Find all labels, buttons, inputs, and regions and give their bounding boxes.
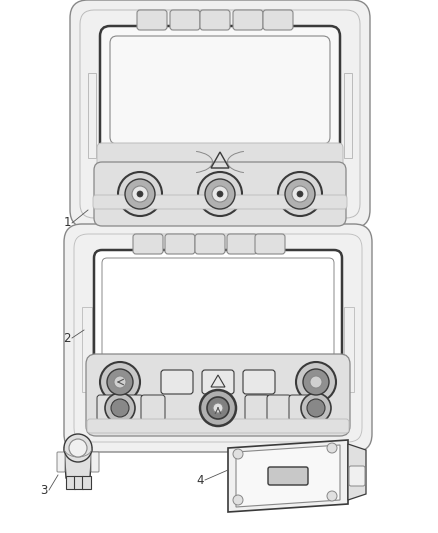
Circle shape (233, 495, 243, 505)
FancyBboxPatch shape (263, 10, 293, 30)
Circle shape (111, 399, 129, 417)
Circle shape (285, 179, 315, 209)
Circle shape (310, 376, 322, 388)
FancyBboxPatch shape (195, 234, 225, 254)
FancyBboxPatch shape (170, 10, 200, 30)
Circle shape (69, 439, 87, 457)
FancyBboxPatch shape (349, 466, 365, 486)
Circle shape (125, 179, 155, 209)
FancyBboxPatch shape (97, 143, 343, 181)
Circle shape (200, 390, 236, 426)
FancyBboxPatch shape (86, 354, 350, 436)
Polygon shape (88, 73, 96, 158)
FancyBboxPatch shape (200, 10, 230, 30)
Circle shape (118, 172, 162, 216)
Polygon shape (82, 307, 92, 392)
FancyBboxPatch shape (91, 452, 99, 472)
Circle shape (296, 362, 336, 402)
Polygon shape (344, 307, 354, 392)
Circle shape (297, 191, 303, 197)
FancyBboxPatch shape (137, 10, 167, 30)
FancyBboxPatch shape (165, 234, 195, 254)
Circle shape (213, 403, 223, 413)
Circle shape (132, 186, 148, 202)
FancyBboxPatch shape (102, 258, 334, 358)
Text: 2: 2 (63, 332, 71, 344)
FancyBboxPatch shape (255, 234, 285, 254)
FancyBboxPatch shape (110, 36, 330, 144)
FancyBboxPatch shape (93, 195, 347, 209)
FancyBboxPatch shape (133, 234, 163, 254)
Circle shape (105, 393, 135, 423)
FancyBboxPatch shape (80, 10, 360, 218)
Text: 4: 4 (196, 473, 204, 487)
Circle shape (217, 191, 223, 197)
FancyBboxPatch shape (97, 395, 121, 421)
Circle shape (327, 491, 337, 501)
Circle shape (278, 172, 322, 216)
FancyBboxPatch shape (119, 395, 143, 421)
FancyBboxPatch shape (87, 419, 349, 433)
FancyBboxPatch shape (74, 234, 362, 442)
Circle shape (198, 172, 242, 216)
Polygon shape (348, 444, 366, 500)
Circle shape (137, 191, 143, 197)
Circle shape (205, 179, 235, 209)
FancyBboxPatch shape (141, 395, 165, 421)
Circle shape (212, 186, 228, 202)
Circle shape (303, 369, 329, 395)
FancyBboxPatch shape (289, 395, 313, 421)
Text: 3: 3 (40, 483, 48, 497)
Circle shape (233, 449, 243, 459)
Polygon shape (236, 445, 340, 507)
FancyBboxPatch shape (267, 395, 291, 421)
FancyBboxPatch shape (74, 475, 82, 489)
FancyBboxPatch shape (268, 467, 308, 485)
FancyBboxPatch shape (202, 370, 234, 394)
FancyBboxPatch shape (94, 250, 342, 366)
FancyBboxPatch shape (57, 452, 65, 472)
Circle shape (100, 362, 140, 402)
Circle shape (207, 397, 229, 419)
Circle shape (301, 393, 331, 423)
FancyBboxPatch shape (70, 0, 370, 228)
FancyBboxPatch shape (94, 162, 346, 226)
Circle shape (107, 369, 133, 395)
FancyBboxPatch shape (227, 234, 257, 254)
FancyBboxPatch shape (245, 395, 269, 421)
Text: 1: 1 (63, 216, 71, 230)
Polygon shape (64, 448, 92, 478)
Polygon shape (344, 73, 352, 158)
Circle shape (114, 376, 126, 388)
FancyBboxPatch shape (81, 475, 91, 489)
Circle shape (64, 434, 92, 462)
FancyBboxPatch shape (161, 370, 193, 394)
Circle shape (327, 443, 337, 453)
Circle shape (307, 399, 325, 417)
FancyBboxPatch shape (233, 10, 263, 30)
FancyBboxPatch shape (64, 224, 372, 452)
FancyBboxPatch shape (243, 370, 275, 394)
FancyBboxPatch shape (66, 475, 74, 489)
Circle shape (292, 186, 308, 202)
Polygon shape (228, 440, 348, 512)
FancyBboxPatch shape (100, 26, 340, 154)
